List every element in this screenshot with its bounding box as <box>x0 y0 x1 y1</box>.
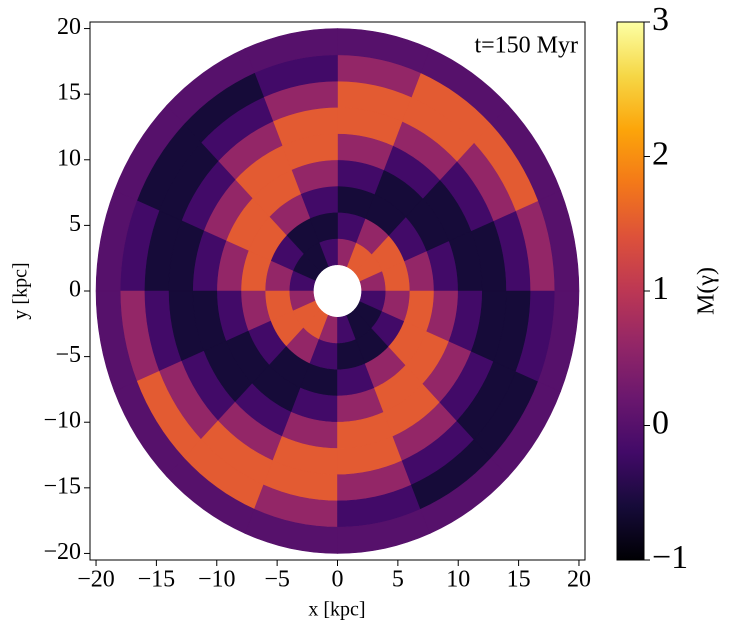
y-tick-label: −15 <box>43 473 81 499</box>
colorbar-label: M(γ) <box>694 267 720 315</box>
annotation: t=150 Myr <box>474 33 578 59</box>
colorbar-tick-label: 1 <box>652 270 669 307</box>
y-axis-label: y [kpc] <box>10 262 32 319</box>
y-tick-label: −5 <box>55 342 81 368</box>
colorbar-tick-label: 2 <box>652 135 669 172</box>
heatmap-cell <box>537 290 580 392</box>
x-tick-label: −15 <box>138 567 176 593</box>
y-tick-label: 20 <box>57 14 81 40</box>
y-tick-label: 15 <box>57 80 81 106</box>
x-tick-label: 10 <box>446 567 470 593</box>
colorbar-tick-label: 3 <box>652 1 669 38</box>
colorbar <box>616 21 645 561</box>
x-tick-label: 20 <box>567 567 591 593</box>
heatmap <box>95 28 580 554</box>
colorbar-tick-label: −1 <box>652 539 688 576</box>
x-tick-label: −10 <box>198 567 236 593</box>
x-tick-label: −20 <box>77 567 115 593</box>
x-tick-label: 0 <box>332 567 344 593</box>
x-tick-label: −5 <box>264 567 290 593</box>
x-tick-label: 15 <box>507 567 531 593</box>
y-tick-label: 10 <box>57 145 81 171</box>
y-tick-label: 5 <box>69 211 81 237</box>
y-tick-label: −10 <box>43 408 81 434</box>
y-tick-label: 0 <box>69 277 81 303</box>
x-tick-label: 5 <box>392 567 404 593</box>
colorbar-tick-label: 0 <box>652 404 669 441</box>
x-axis-label: x [kpc] <box>308 599 365 621</box>
y-tick-label: −20 <box>43 539 81 565</box>
